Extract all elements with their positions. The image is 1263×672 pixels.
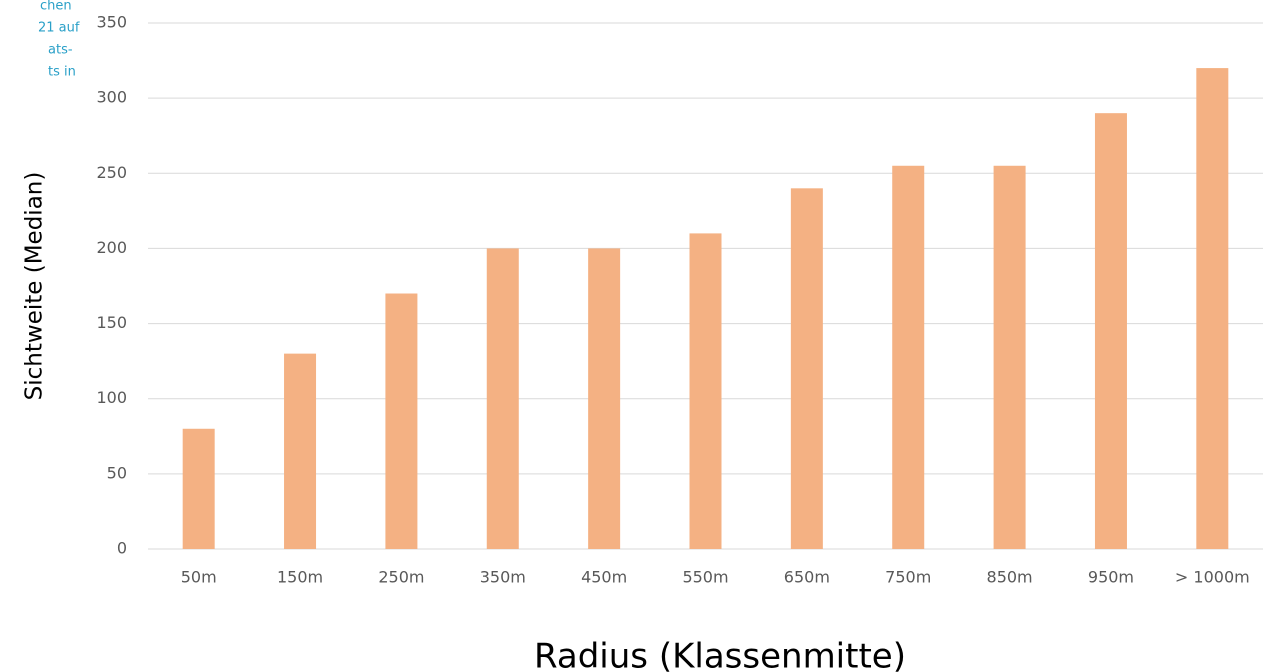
bar <box>993 165 1026 549</box>
bar <box>689 233 722 549</box>
x-tick-label: 350m <box>480 568 526 587</box>
y-tick-label: 150 <box>96 313 127 332</box>
bar <box>1094 113 1127 550</box>
y-tick-label: 350 <box>96 13 127 32</box>
x-tick-label: 250m <box>378 568 424 587</box>
x-tick-label: > 1000m <box>1175 568 1250 587</box>
bar <box>385 293 418 549</box>
bar <box>182 428 215 549</box>
bar <box>284 353 317 549</box>
y-axis-label: Sichtweite (Median) <box>22 172 48 401</box>
x-tick-label: 650m <box>784 568 830 587</box>
x-tick-label: 550m <box>682 568 728 587</box>
annotation: ats- <box>48 43 73 58</box>
bar <box>892 165 925 549</box>
bar <box>1196 68 1229 549</box>
y-tick-label: 250 <box>96 163 127 182</box>
x-tick-label: 450m <box>581 568 627 587</box>
x-tick-label: 150m <box>277 568 323 587</box>
x-tick-label: 50m <box>181 568 217 587</box>
y-tick-label: 0 <box>117 539 127 558</box>
y-tick-label: 300 <box>96 88 127 107</box>
x-tick-label: 750m <box>885 568 931 587</box>
y-tick-label: 50 <box>107 463 127 482</box>
bar <box>588 248 621 549</box>
x-tick-label: 850m <box>987 568 1033 587</box>
y-tick-label: 200 <box>96 238 127 257</box>
annotation: chen <box>40 0 72 14</box>
y-tick-label: 100 <box>96 388 127 407</box>
bar <box>486 248 519 549</box>
x-axis-label: Radius (Klassenmitte) <box>534 637 906 672</box>
annotation: 21 auf <box>38 21 80 36</box>
x-tick-label: 950m <box>1088 568 1134 587</box>
bar <box>790 188 823 550</box>
annotation: ts in <box>48 65 76 80</box>
